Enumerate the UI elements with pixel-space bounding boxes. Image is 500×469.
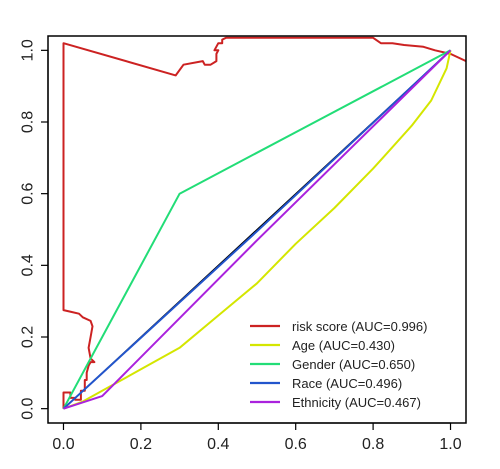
x-tick-label: 0.2 [130,436,152,453]
x-axis: 0.0 0.2 0.4 0.6 0.8 1.0 [52,422,462,453]
legend-label: Age (AUC=0.430) [292,338,395,353]
legend: risk score (AUC=0.996) Age (AUC=0.430) Gen… [250,319,427,410]
series-group [62,36,466,410]
series-line-2 [62,49,451,410]
y-tick-label: 0.4 [20,254,37,276]
series-line-4 [63,49,452,410]
x-tick-label: 1.0 [439,436,461,453]
series-line-1 [63,50,452,410]
x-tick-label: 0.4 [207,436,229,453]
y-tick-label: 0.8 [20,111,37,133]
series-line-3 [62,49,452,410]
legend-label: Race (AUC=0.496) [292,376,402,391]
y-tick-label: 0.2 [20,326,37,348]
legend-label: Ethnicity (AUC=0.467) [292,395,421,410]
x-tick-label: 0.8 [362,436,384,453]
y-tick-label: 0.0 [20,397,37,419]
y-tick-label: 1.0 [20,39,37,61]
x-tick-label: 0.0 [52,436,74,453]
x-tick-label: 0.6 [285,436,307,453]
y-tick-label: 0.6 [20,182,37,204]
legend-label: Gender (AUC=0.650) [292,357,415,372]
y-axis: 0.0 0.2 0.4 0.6 0.8 1.0 [20,39,49,420]
legend-label: risk score (AUC=0.996) [292,319,427,334]
plot-area [62,36,466,410]
